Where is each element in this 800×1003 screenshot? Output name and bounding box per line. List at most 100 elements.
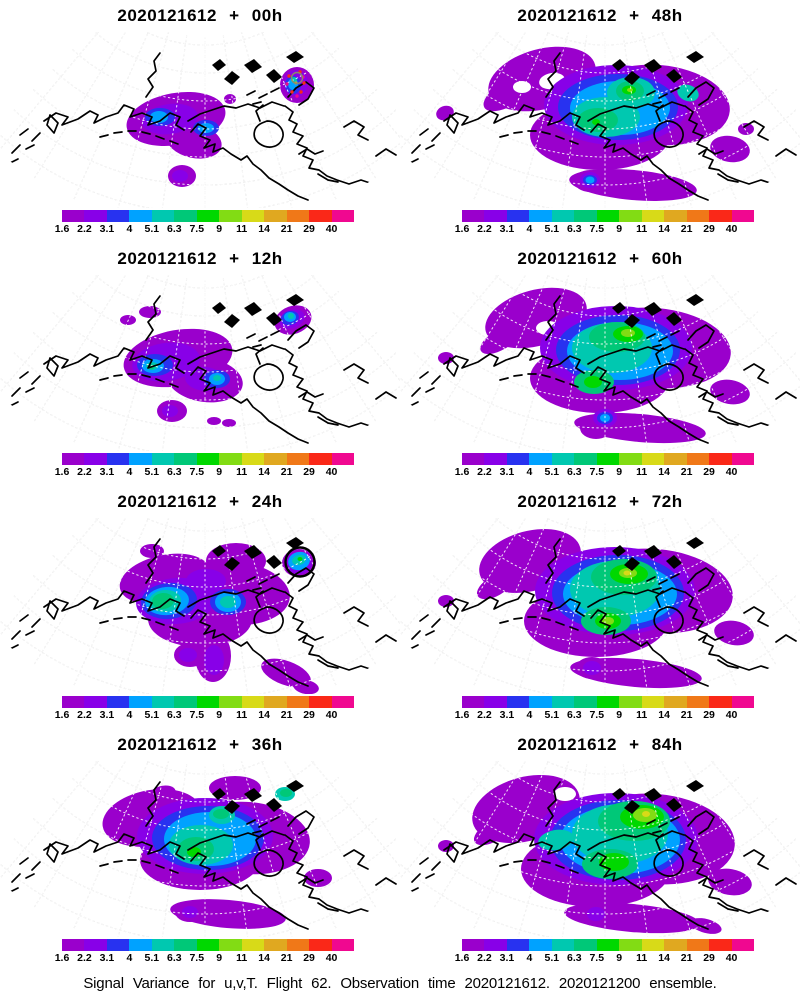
colorbar-tick-label: 11 bbox=[636, 466, 648, 478]
colorbar-segment bbox=[574, 939, 597, 951]
colorbar-tick-label: 14 bbox=[658, 709, 670, 721]
colorbar-segment bbox=[664, 210, 687, 222]
graticule bbox=[400, 275, 800, 451]
colorbar-segment bbox=[62, 210, 85, 222]
coastline-path bbox=[317, 173, 339, 183]
colorbar-tick-label: 40 bbox=[725, 709, 738, 721]
coastline-path bbox=[687, 567, 715, 592]
island-fill bbox=[286, 51, 304, 63]
colorbar-segment bbox=[709, 210, 732, 222]
coastline-path bbox=[145, 52, 161, 98]
coastline-path bbox=[298, 391, 324, 398]
colorbar-tick-label: 5.1 bbox=[144, 709, 160, 721]
coastline-path bbox=[190, 609, 309, 687]
colorbar-tick-label: 21 bbox=[280, 709, 293, 721]
colorbar-segment bbox=[264, 210, 287, 222]
colorbar-tick-label: 29 bbox=[303, 223, 315, 235]
colorbar-labels: 1.6 2.2 3.1 4 5.1 6.3 7.5 9 11 14 21 29 40 bbox=[455, 708, 754, 722]
coastline-path bbox=[431, 861, 441, 871]
contour-blob bbox=[213, 809, 229, 819]
variance-shading bbox=[438, 529, 754, 689]
colorbar-tick-label: 9 bbox=[216, 709, 223, 721]
colorbar-segment bbox=[174, 453, 197, 465]
coastline-path bbox=[541, 617, 551, 621]
colorbar-tick-label: 1.6 bbox=[54, 709, 70, 721]
colorbar-labels: 1.6 2.2 3.1 4 5.1 6.3 7.5 9 11 14 21 29 40 bbox=[55, 222, 354, 236]
high-variance-dot bbox=[302, 81, 306, 85]
coastline-path bbox=[298, 877, 324, 884]
meridian-line bbox=[33, 32, 136, 179]
coastline-path bbox=[298, 634, 324, 641]
meridian-line bbox=[115, 518, 170, 694]
colorbar-tick-label: 29 bbox=[703, 466, 715, 478]
colorbar-segment bbox=[84, 453, 107, 465]
island-fill bbox=[286, 537, 304, 549]
island-fill bbox=[286, 294, 304, 306]
colorbar-tick-label: 6.3 bbox=[566, 709, 582, 721]
meridian-line bbox=[274, 518, 377, 665]
island-fill bbox=[666, 69, 682, 83]
map-canvas bbox=[0, 275, 400, 451]
coastline-path bbox=[411, 630, 421, 640]
island-fill bbox=[666, 555, 682, 569]
meridian-line bbox=[33, 518, 136, 665]
contour-blob bbox=[280, 789, 292, 797]
colorbar-segment bbox=[62, 696, 85, 708]
coastline-path bbox=[31, 132, 41, 142]
coastline-path bbox=[246, 819, 256, 825]
colorbar-segment bbox=[551, 453, 575, 465]
island-fill bbox=[686, 780, 704, 792]
contour-blob bbox=[714, 620, 754, 646]
colorbar-segment bbox=[596, 210, 620, 222]
coastline-path bbox=[19, 614, 29, 622]
colorbar-segment bbox=[484, 453, 507, 465]
contour-blob bbox=[511, 55, 541, 71]
latitude-circle bbox=[400, 32, 800, 158]
colorbar-segment bbox=[219, 696, 242, 708]
colorbar-tick-label: 9 bbox=[616, 223, 623, 235]
coastline-path bbox=[155, 864, 165, 869]
colorbar-segment bbox=[62, 453, 85, 465]
coastline-path bbox=[425, 387, 435, 393]
colorbar-tick-label: 14 bbox=[258, 952, 270, 964]
colorbar-segment bbox=[529, 696, 552, 708]
variance-shading bbox=[119, 543, 319, 694]
coastline-path bbox=[653, 363, 684, 391]
colorbar-tick-label: 1.6 bbox=[54, 952, 70, 964]
colorbar-tick-label: 7.5 bbox=[189, 709, 205, 721]
colorbar-tick-label: 29 bbox=[303, 952, 315, 964]
map-canvas bbox=[0, 32, 400, 208]
island-fill bbox=[212, 302, 226, 314]
coastline-path bbox=[684, 105, 797, 185]
colorbar-segment bbox=[151, 939, 175, 951]
coastline-path bbox=[375, 391, 397, 400]
island-fill bbox=[612, 788, 626, 800]
colorbar-segment bbox=[462, 939, 485, 951]
colorbar-segment bbox=[664, 939, 687, 951]
panel-title: 2020121612 + 24h bbox=[117, 492, 283, 511]
coastline-path bbox=[258, 336, 268, 342]
coastline-path bbox=[743, 363, 769, 384]
colorbar-segment bbox=[686, 453, 710, 465]
meridian-line bbox=[0, 32, 121, 153]
coastline-path bbox=[590, 366, 709, 444]
island-fill bbox=[644, 545, 662, 559]
coastline-path bbox=[46, 600, 59, 620]
colorbar-segment bbox=[219, 210, 242, 222]
contour-blob bbox=[297, 557, 303, 561]
coastline-path bbox=[411, 873, 421, 883]
coastline-path bbox=[658, 579, 668, 585]
meridian-line bbox=[159, 35, 188, 208]
colorbar-tick-label: 1.6 bbox=[454, 223, 470, 235]
coastline-path bbox=[9, 644, 19, 650]
coastline-path bbox=[431, 618, 441, 628]
colorbar bbox=[62, 939, 355, 951]
coastline-path bbox=[31, 861, 41, 871]
meridian-line bbox=[258, 518, 337, 686]
coastline-path bbox=[555, 864, 565, 869]
coastline-path bbox=[169, 383, 179, 388]
meridian-line bbox=[289, 761, 400, 882]
coastline-path bbox=[255, 590, 264, 608]
coastline-path bbox=[155, 621, 165, 626]
